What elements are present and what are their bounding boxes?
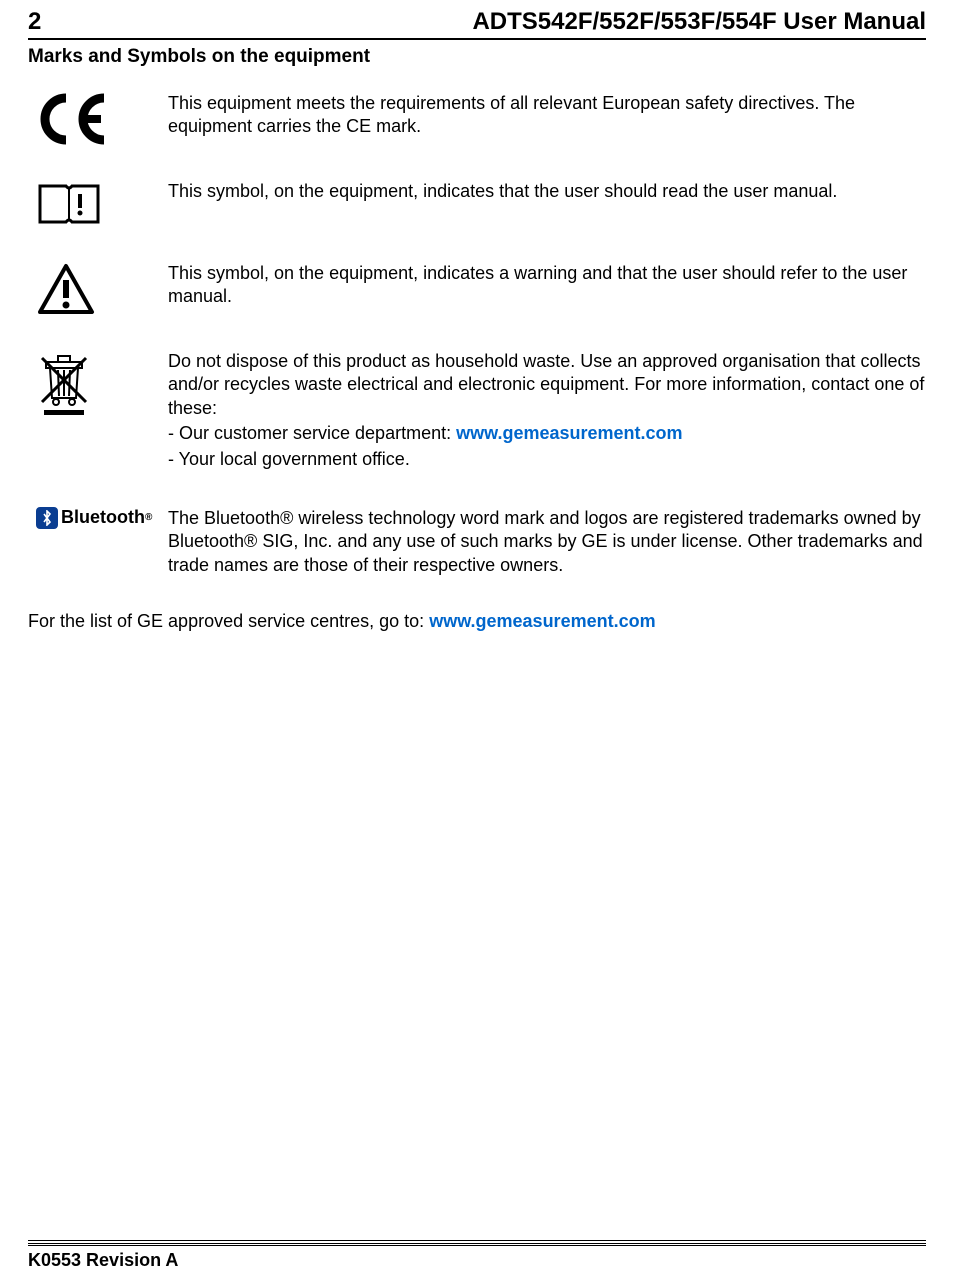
service-centres-link[interactable]: www.gemeasurement.com	[429, 611, 655, 631]
weee-intro: Do not dispose of this product as househ…	[168, 350, 926, 420]
warning-icon	[28, 262, 168, 316]
ce-mark-icon	[28, 92, 168, 146]
section-heading: Marks and Symbols on the equipment	[28, 46, 926, 68]
service-centres-prefix: For the list of GE approved service cent…	[28, 611, 429, 631]
service-centres-para: For the list of GE approved service cent…	[28, 611, 926, 632]
read-manual-icon	[28, 180, 168, 228]
page-header: 2 ADTS542F/552F/553F/554F User Manual	[28, 0, 926, 40]
weee-icon	[28, 350, 168, 416]
ce-description: This equipment meets the requirements of…	[168, 92, 926, 139]
weee-description: Do not dispose of this product as househ…	[168, 350, 926, 473]
page-number: 2	[28, 8, 41, 36]
customer-service-link[interactable]: www.gemeasurement.com	[456, 423, 682, 443]
document-title: ADTS542F/552F/553F/554F User Manual	[472, 8, 926, 36]
weee-line1: - Our customer service department: www.g…	[168, 422, 926, 445]
symbol-row-ce: This equipment meets the requirements of…	[28, 92, 926, 146]
weee-line2: - Your local government office.	[168, 448, 926, 471]
bluetooth-word: Bluetooth	[61, 507, 145, 528]
symbol-row-bluetooth: Bluetooth® The Bluetooth® wireless techn…	[28, 507, 926, 577]
symbol-row-weee: Do not dispose of this product as househ…	[28, 350, 926, 473]
symbol-row-manual: This symbol, on the equipment, indicates…	[28, 180, 926, 228]
weee-line1-prefix: - Our customer service department:	[168, 423, 456, 443]
warning-description: This symbol, on the equipment, indicates…	[168, 262, 926, 309]
page-footer: K0553 Revision A	[28, 1243, 926, 1271]
manual-description: This symbol, on the equipment, indicates…	[168, 180, 926, 203]
revision-label: K0553 Revision A	[28, 1250, 178, 1270]
bluetooth-logo-icon: Bluetooth®	[28, 507, 168, 529]
bluetooth-description: The Bluetooth® wireless technology word …	[168, 507, 926, 577]
symbol-row-warning: This symbol, on the equipment, indicates…	[28, 262, 926, 316]
